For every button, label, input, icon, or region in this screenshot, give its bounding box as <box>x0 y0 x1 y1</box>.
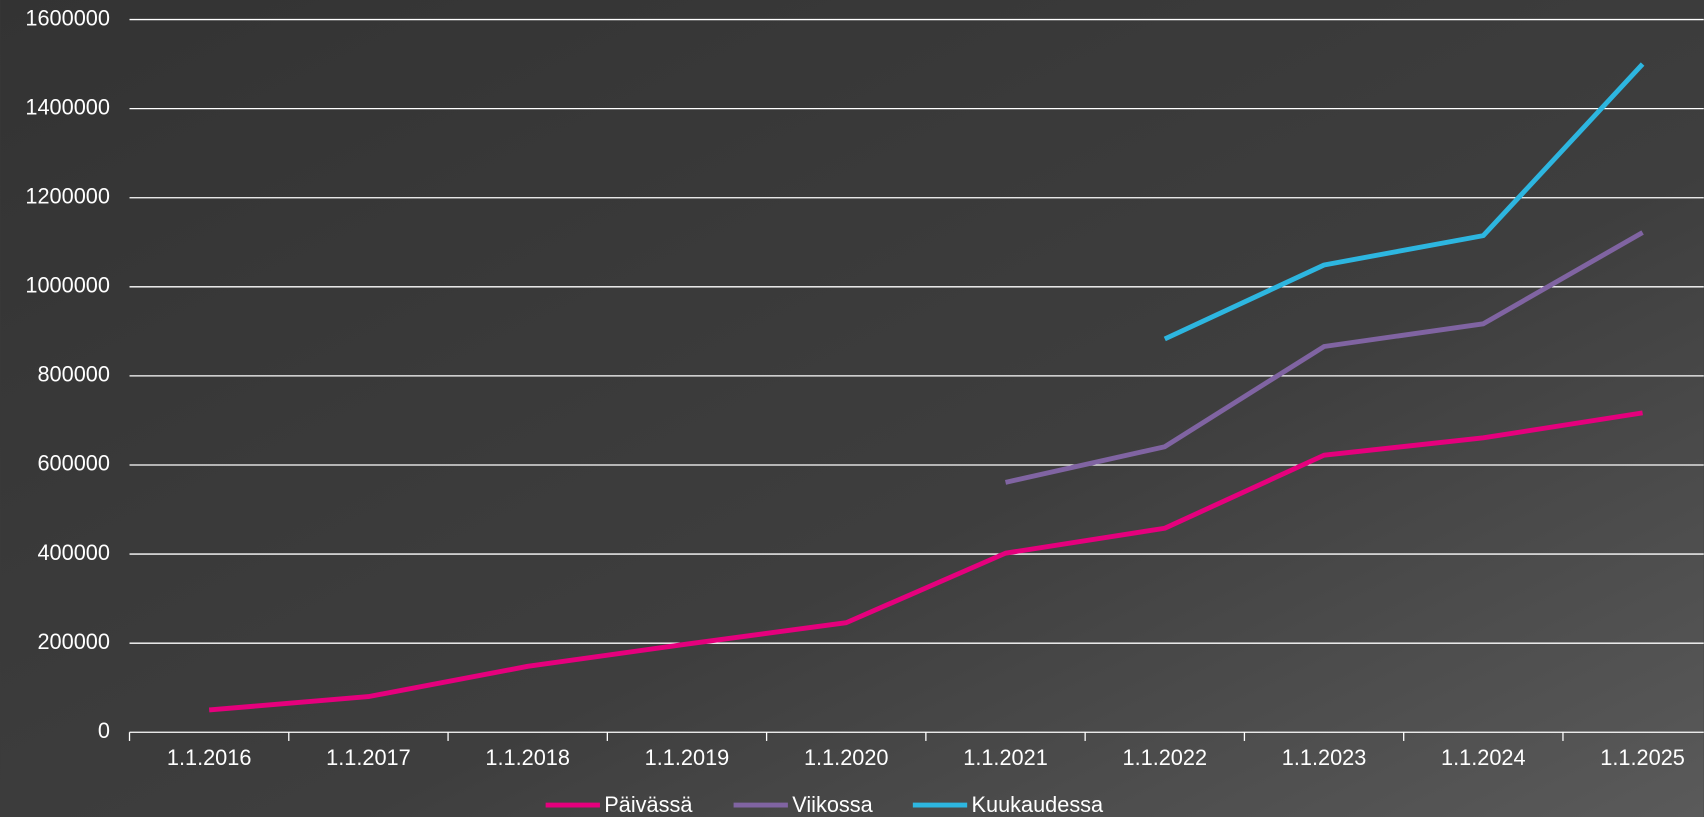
series-line <box>1004 230 1644 485</box>
legend-label: Kuukaudessa <box>972 792 1105 817</box>
x-tick-label: 1.1.2023 <box>1282 745 1367 770</box>
y-tick-label: 200000 <box>37 629 109 654</box>
y-tick-label: 1000000 <box>25 273 110 298</box>
x-tick-label: 1.1.2024 <box>1441 745 1526 770</box>
x-tick-label: 1.1.2021 <box>963 745 1048 770</box>
y-tick-label: 800000 <box>37 362 109 387</box>
y-tick-label: 1200000 <box>25 183 110 208</box>
x-tick-label: 1.1.2022 <box>1123 745 1208 770</box>
y-tick-label: 0 <box>98 718 110 743</box>
legend-label: Päivässä <box>604 792 693 817</box>
x-tick-label: 1.1.2020 <box>804 745 889 770</box>
y-tick-label: 1600000 <box>25 5 110 30</box>
series-line <box>208 410 1643 713</box>
y-tick-label: 400000 <box>37 540 109 565</box>
x-tick-label: 1.1.2017 <box>326 745 411 770</box>
y-tick-label: 1400000 <box>25 94 110 119</box>
x-tick-label: 1.1.2016 <box>167 745 252 770</box>
y-tick-label: 600000 <box>37 451 109 476</box>
x-tick-label: 1.1.2019 <box>645 745 730 770</box>
x-tick-label: 1.1.2018 <box>485 745 570 770</box>
legend-label: Viikossa <box>792 792 873 817</box>
x-tick-label: 1.1.2025 <box>1600 745 1685 770</box>
series-line <box>1163 62 1645 342</box>
